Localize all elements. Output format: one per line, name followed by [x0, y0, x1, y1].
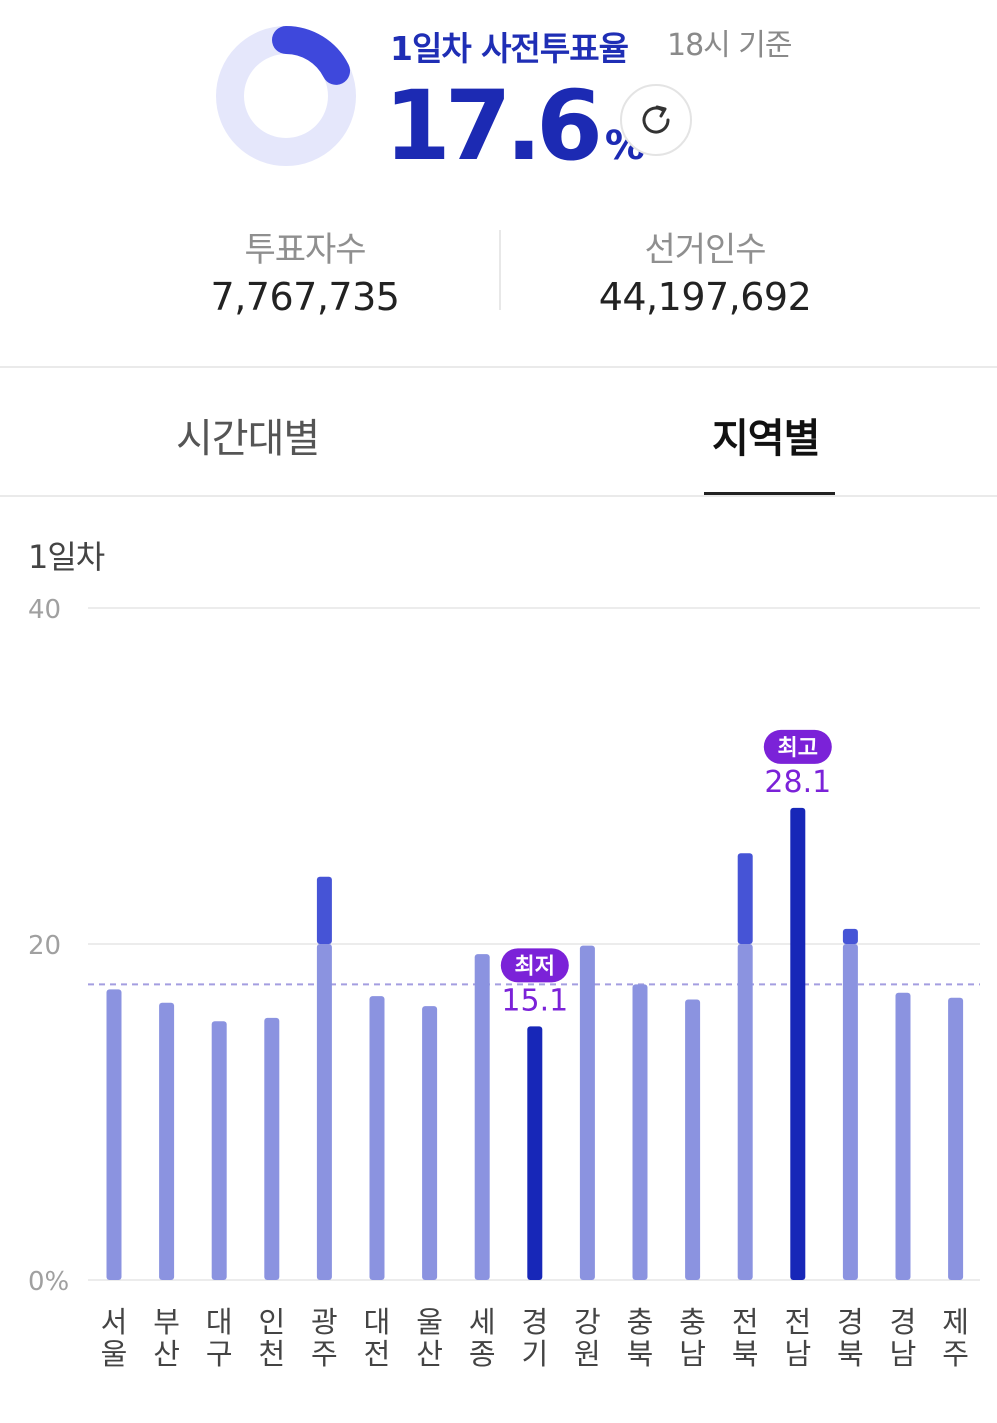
- bar: [579, 945, 595, 1280]
- y-tick-label: 40: [28, 595, 61, 625]
- stats-divider: [499, 230, 501, 310]
- bar: [895, 992, 911, 1280]
- bar-above-20: [842, 928, 858, 944]
- extreme-value-label: 28.1: [764, 765, 831, 800]
- x-tick-label: 충: [679, 1305, 706, 1339]
- bar: [527, 1026, 543, 1280]
- refresh-button[interactable]: [620, 84, 692, 156]
- turnout-rate-value: 17.6: [384, 70, 603, 182]
- x-tick-label: 세: [469, 1305, 496, 1339]
- basis-time: 18시 기준: [667, 28, 793, 63]
- bar: [106, 989, 122, 1280]
- x-tick-label: 대: [364, 1305, 391, 1339]
- bar: [790, 807, 806, 1280]
- electors-stat: 선거인수 44,197,692: [545, 222, 865, 319]
- x-tick-label: 구: [206, 1337, 233, 1371]
- view-tabs: 시간대별 지역별: [0, 368, 997, 496]
- turnout-donut: [216, 26, 356, 166]
- extreme-badge-label: 최고: [778, 736, 818, 761]
- x-tick-label: 산: [416, 1337, 443, 1371]
- bar: [474, 954, 490, 1280]
- x-tick-label: 경: [521, 1305, 548, 1339]
- voters-value: 7,767,735: [210, 275, 400, 319]
- x-tick-label: 남: [784, 1337, 811, 1371]
- bar: [422, 1006, 438, 1280]
- region-turnout-chart: 0%2040서울부산대구인천광주대전울산세종경기강원충북충남전북전남경북경남제주…: [28, 595, 980, 1371]
- bar: [842, 944, 858, 1280]
- x-tick-label: 인: [258, 1305, 285, 1339]
- chart-title: 1일차: [28, 538, 105, 576]
- bar-above-20: [737, 853, 753, 944]
- electors-value: 44,197,692: [598, 275, 812, 319]
- bar: [369, 996, 385, 1280]
- x-tick-label: 기: [521, 1337, 548, 1371]
- bar-above-20: [316, 876, 332, 944]
- electors-label: 선거인수: [644, 230, 766, 270]
- extreme-value-label: 15.1: [501, 983, 568, 1018]
- bar: [264, 1017, 280, 1280]
- x-tick-label: 종: [469, 1337, 496, 1371]
- refresh-icon: [642, 105, 670, 134]
- x-tick-label: 남: [890, 1337, 917, 1371]
- x-tick-label: 북: [732, 1337, 759, 1371]
- x-tick-label: 충: [627, 1305, 654, 1339]
- extreme-badge: [500, 948, 569, 983]
- extreme-badge-label: 최저: [515, 954, 555, 979]
- x-tick-label: 전: [784, 1305, 811, 1339]
- x-tick-label: 원: [574, 1337, 601, 1371]
- turnout-rate: 17.6%: [384, 76, 645, 176]
- x-tick-label: 남: [679, 1337, 706, 1371]
- section-divider: [0, 366, 997, 368]
- bar: [211, 1021, 227, 1280]
- bar: [948, 997, 964, 1280]
- x-tick-label: 북: [837, 1337, 864, 1371]
- extreme-badge: [763, 729, 832, 764]
- summary-header: 1일차 사전투표율 18시 기준 17.6% 투표자수 7,767,735 선거…: [0, 0, 997, 366]
- x-tick-label: 전: [364, 1337, 391, 1371]
- y-tick-label: 0%: [28, 1267, 69, 1297]
- turnout-title: 1일차 사전투표율: [390, 29, 629, 68]
- x-tick-label: 주: [311, 1337, 338, 1371]
- x-tick-label: 서: [101, 1305, 128, 1339]
- voters-label: 투표자수: [244, 230, 366, 270]
- bar: [316, 944, 332, 1280]
- x-tick-label: 산: [153, 1337, 180, 1371]
- x-tick-label: 대: [206, 1305, 233, 1339]
- x-tick-label: 경: [837, 1305, 864, 1339]
- x-tick-label: 북: [627, 1337, 654, 1371]
- bar: [737, 944, 753, 1280]
- x-tick-label: 광: [311, 1305, 338, 1339]
- tab-by-region[interactable]: 지역별: [712, 416, 820, 462]
- bar: [159, 1002, 175, 1280]
- bar: [685, 999, 701, 1280]
- active-tab-indicator: [704, 492, 835, 496]
- x-tick-label: 울: [101, 1337, 128, 1371]
- tab-by-time[interactable]: 시간대별: [176, 416, 320, 462]
- tabs-divider: [0, 495, 997, 497]
- donut-progress: [272, 26, 351, 85]
- x-tick-label: 강: [574, 1305, 601, 1339]
- x-tick-label: 부: [153, 1305, 180, 1339]
- x-tick-label: 전: [732, 1305, 759, 1339]
- x-tick-label: 경: [890, 1305, 917, 1339]
- y-tick-label: 20: [28, 931, 61, 961]
- x-tick-label: 주: [942, 1337, 969, 1371]
- x-tick-label: 울: [416, 1305, 443, 1339]
- bar: [632, 984, 648, 1280]
- x-tick-label: 제: [942, 1305, 969, 1339]
- voters-stat: 투표자수 7,767,735: [145, 222, 465, 319]
- x-tick-label: 천: [258, 1337, 285, 1371]
